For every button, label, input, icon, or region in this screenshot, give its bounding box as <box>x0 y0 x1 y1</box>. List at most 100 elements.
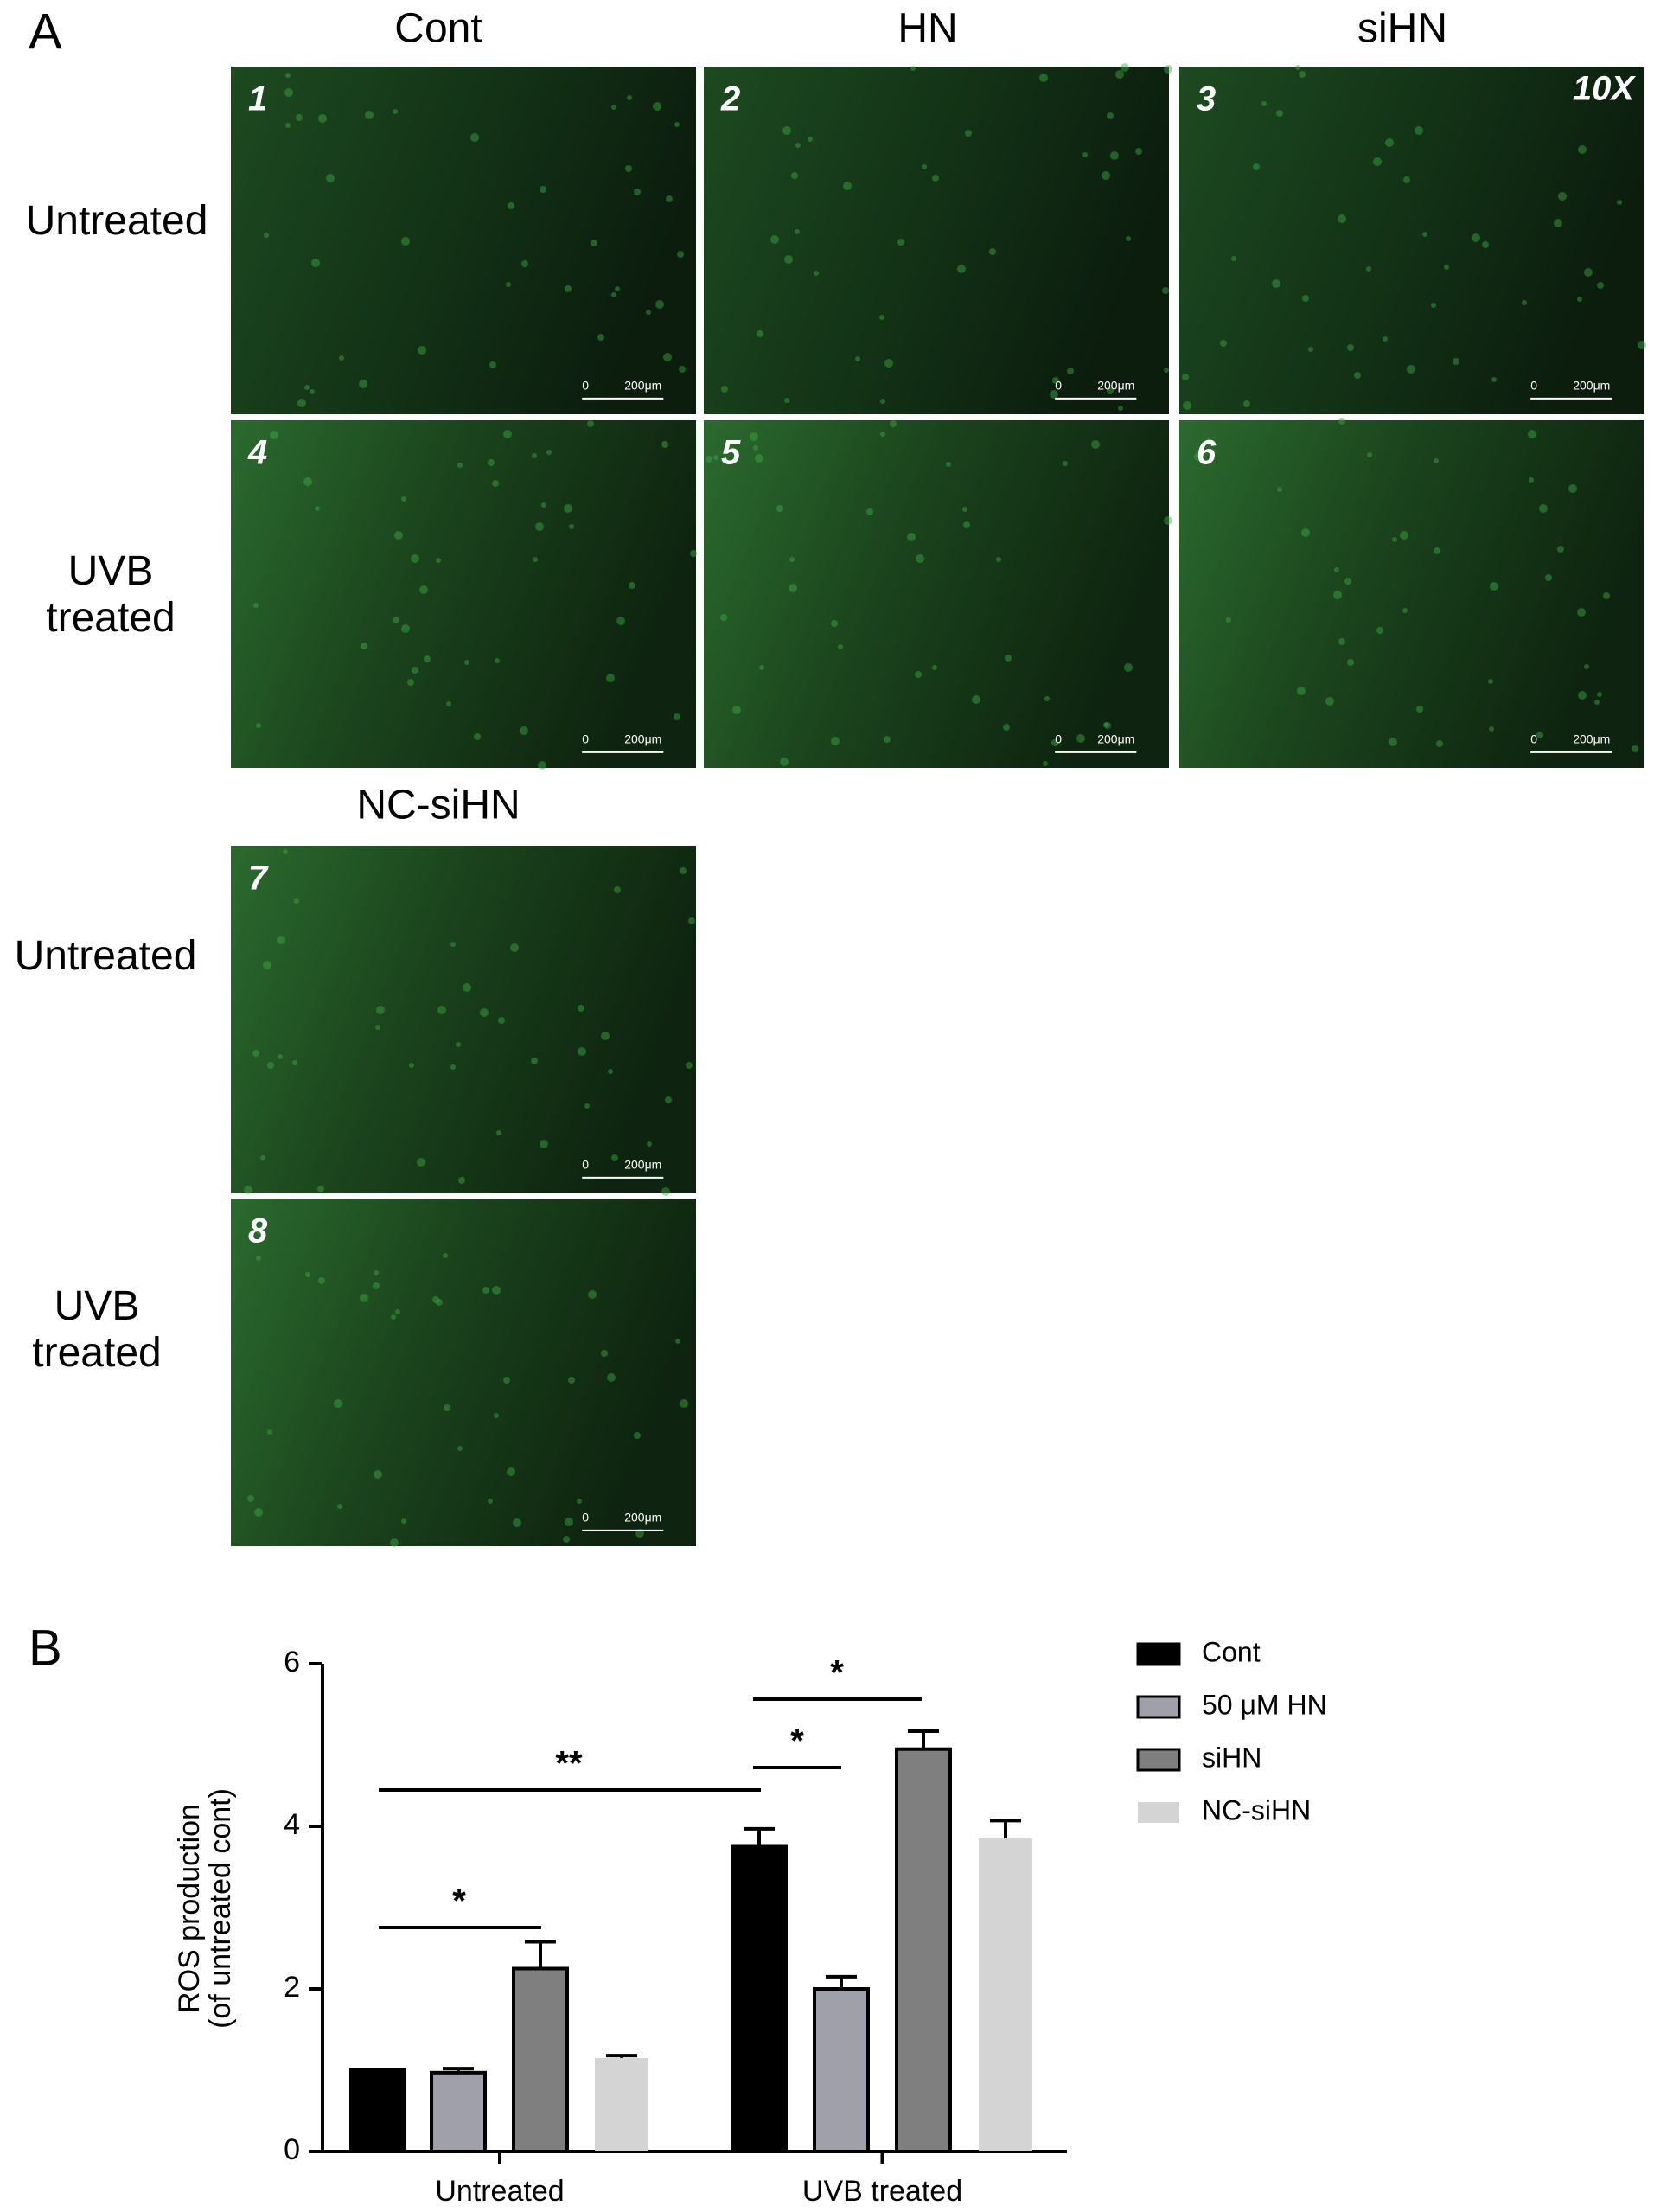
cell-dot <box>996 557 1001 562</box>
magnification: 10X <box>1573 70 1636 108</box>
bar <box>895 1747 952 2153</box>
cell-dot <box>1124 663 1133 672</box>
cell-dot <box>789 584 797 592</box>
cell-dot <box>989 248 996 255</box>
cell-dot <box>910 66 916 71</box>
cell-dot <box>1392 537 1397 542</box>
cell-dot <box>1490 582 1498 591</box>
cell-dot <box>457 463 463 468</box>
cell-dot <box>753 445 758 451</box>
cell-dot <box>252 1050 259 1057</box>
cell-dot <box>432 1296 439 1303</box>
cell-dot <box>721 386 728 393</box>
legend-label: Cont <box>1202 1636 1261 1667</box>
row-label-line: treated <box>32 1330 161 1376</box>
legend-swatch <box>1136 1642 1181 1666</box>
cell-dot <box>424 655 431 662</box>
cell-dot <box>1554 219 1562 227</box>
cell-dot <box>305 1272 310 1277</box>
cell-dot <box>1135 148 1142 155</box>
column-header: HN <box>897 6 957 52</box>
cell-dot <box>270 431 278 439</box>
cell-dot <box>1403 176 1410 183</box>
cell-dot <box>1373 157 1382 166</box>
cell-dot <box>782 126 791 135</box>
cell-dot <box>1434 547 1440 554</box>
cell-dot <box>1584 268 1593 277</box>
cell-dot <box>1050 390 1058 399</box>
cell-dot <box>679 366 686 373</box>
cell-dot <box>755 454 763 463</box>
cell-dot <box>503 430 512 438</box>
cell-dot <box>1402 608 1408 613</box>
cell-dot <box>1472 233 1480 242</box>
cell-dot <box>1039 74 1048 82</box>
cell-dot <box>540 186 546 193</box>
cell-dot <box>540 1140 548 1148</box>
cell-dot <box>1488 679 1493 684</box>
cell-dot <box>533 557 538 562</box>
cell-dot <box>1276 110 1283 117</box>
cell-dot <box>494 1413 499 1418</box>
cell-dot <box>1557 546 1564 553</box>
cell-dot <box>480 1008 489 1017</box>
cell-dot <box>376 1006 385 1014</box>
cell-dot <box>1400 531 1408 540</box>
cell-dot <box>569 524 574 529</box>
y-tick-label: 2 <box>284 1971 300 2004</box>
cell-dot <box>412 667 418 674</box>
cell-dot <box>653 102 661 111</box>
significance-label: * <box>830 1654 844 1692</box>
cell-dot <box>411 554 419 563</box>
bar <box>595 2057 648 2151</box>
cell-dot <box>897 239 904 246</box>
cell-dot <box>1164 516 1172 525</box>
cell-dot <box>890 420 897 427</box>
cell-dot <box>463 983 471 992</box>
cell-dot <box>879 315 884 320</box>
cell-dot <box>456 1042 461 1047</box>
cell-dot <box>1104 722 1111 729</box>
legend-swatch <box>1136 1695 1181 1719</box>
cell-dot <box>457 1446 463 1451</box>
cell-dot <box>568 1377 575 1384</box>
cell-dot <box>922 164 927 169</box>
scale-label: 200μm <box>1573 379 1610 393</box>
cell-dot <box>1243 400 1250 407</box>
cell-dot <box>520 726 528 735</box>
cell-dot <box>365 111 374 119</box>
cell-dot <box>1043 761 1048 766</box>
cell-dot <box>674 122 680 127</box>
cell-dot <box>1162 287 1169 294</box>
cell-dot <box>1261 101 1267 106</box>
cell-dot <box>907 533 916 541</box>
cell-dot <box>1301 528 1310 537</box>
cell-dot <box>498 1017 505 1024</box>
cell-dot <box>1308 347 1313 352</box>
cell-dot <box>1416 706 1423 713</box>
cell-dot <box>1076 734 1085 743</box>
micrograph <box>231 1199 696 1546</box>
cell-dot <box>1594 700 1600 705</box>
cell-dot <box>1338 638 1345 645</box>
cell-dot <box>267 1062 274 1069</box>
cell-dot <box>1632 745 1638 752</box>
row-label: Untreated <box>15 933 197 979</box>
cell-dot <box>267 1429 272 1435</box>
row-label-line: UVB <box>68 548 154 594</box>
cell-dot <box>285 123 291 128</box>
cell-dot <box>784 255 793 264</box>
cell-dot <box>1383 336 1388 342</box>
cell-dot <box>713 455 718 460</box>
cell-dot <box>646 310 651 315</box>
cell-dot <box>972 695 980 704</box>
cell-dot <box>661 1187 670 1196</box>
image-number: 1 <box>248 80 267 118</box>
cell-dot <box>564 504 572 513</box>
cell-dot <box>393 109 398 114</box>
cell-dot <box>661 441 668 448</box>
cell-dot <box>1107 387 1114 394</box>
y-tick-label: 0 <box>284 2133 300 2166</box>
cell-dot <box>680 1399 688 1408</box>
cell-dot <box>1110 151 1119 160</box>
